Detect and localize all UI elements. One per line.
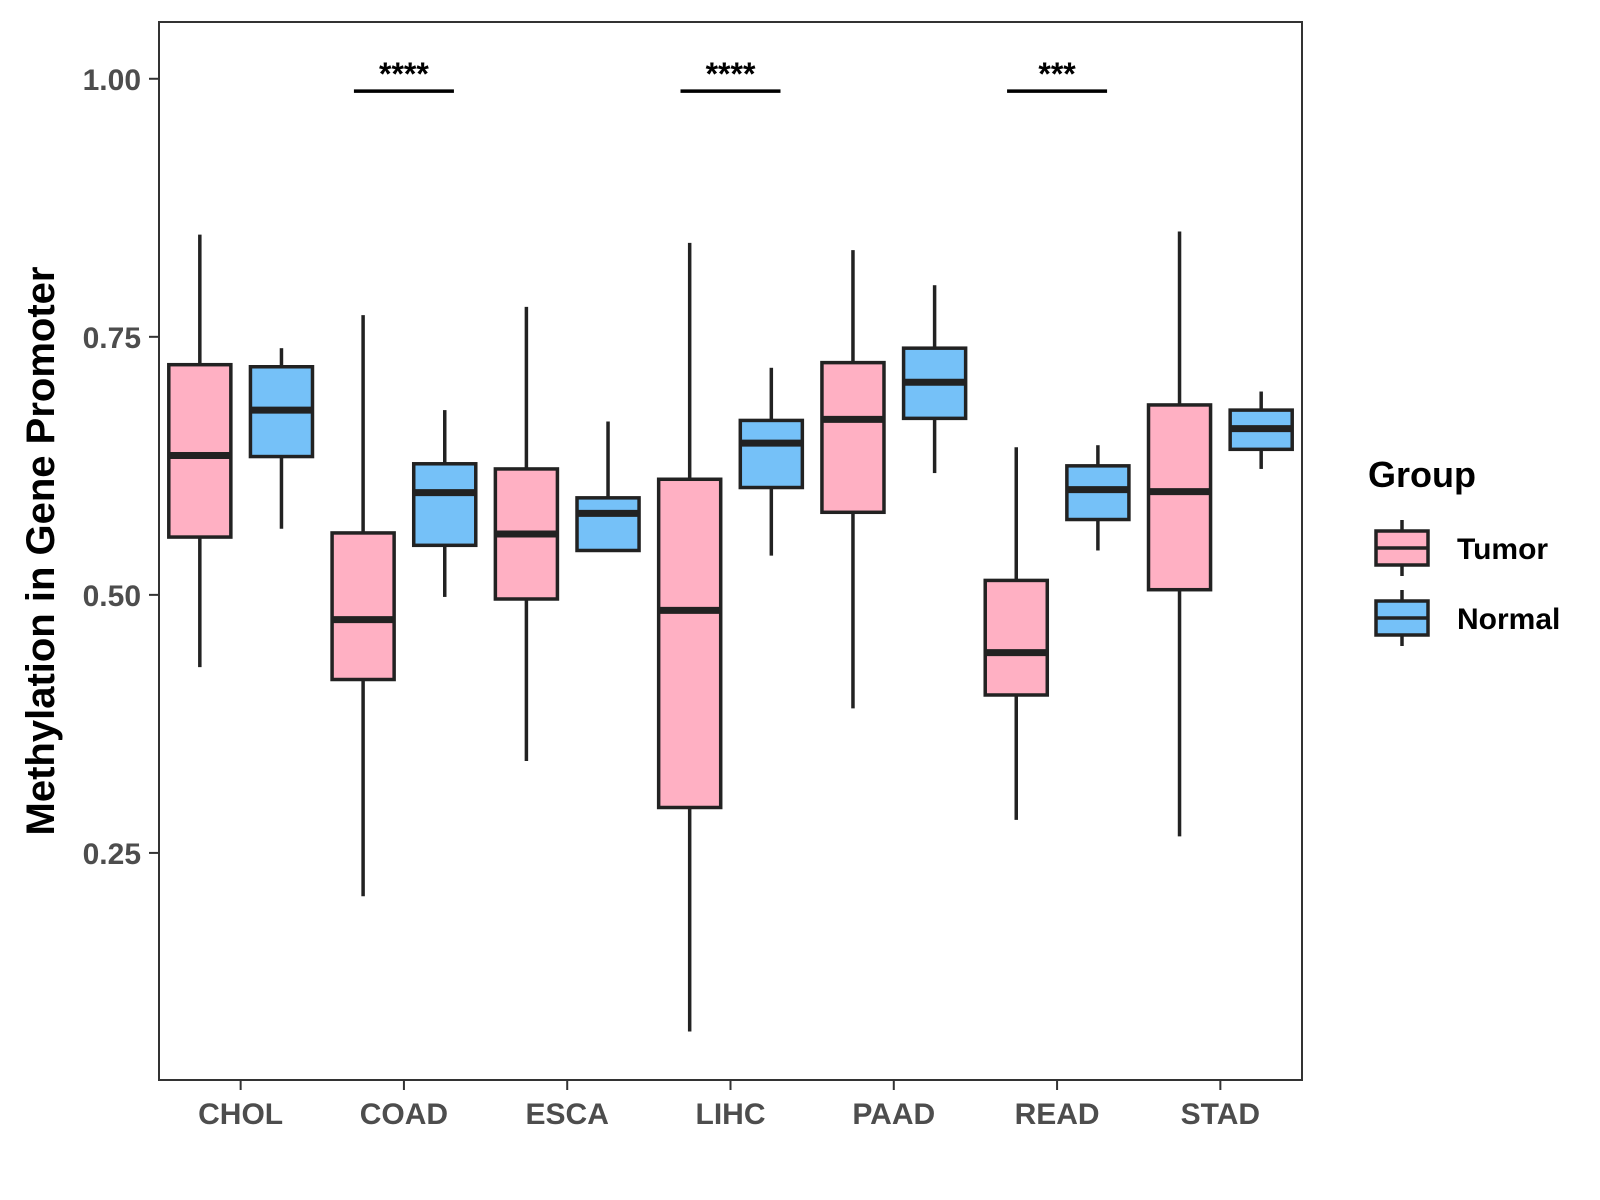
legend-label-tumor: Tumor: [1457, 533, 1548, 566]
box-tumor-chol: [167, 234, 233, 668]
box-normal-stad: [1228, 391, 1294, 469]
x-tick-label: READ: [1015, 1098, 1100, 1131]
box-tumor-esca: [493, 306, 560, 762]
box-tumor-coad: [330, 315, 396, 897]
box-iqr: [820, 360, 886, 515]
y-tick-label: 0.25: [83, 838, 141, 871]
box-normal-coad: [411, 410, 478, 597]
significance-label: ****: [706, 56, 756, 92]
significance-layer: **** **** ***: [353, 56, 1108, 93]
box-iqr: [167, 362, 233, 539]
legend-key-tumor: [1374, 520, 1430, 576]
box-normal-paad: [901, 285, 968, 474]
significance-label: ***: [1038, 56, 1076, 92]
legend-title: Group: [1368, 454, 1476, 495]
legend-label-normal: Normal: [1457, 603, 1560, 636]
significance-label: ****: [379, 56, 429, 92]
box-normal-lihc: [738, 367, 805, 556]
x-axis: CHOL COAD ESCA LIHC PAAD READ STAD: [198, 1080, 1260, 1131]
x-tick-label: COAD: [360, 1098, 448, 1131]
y-tick-label: 1.00: [83, 64, 141, 97]
box-tumor-read: [983, 447, 1050, 820]
y-axis-title: Methylation in Gene Promoter: [19, 267, 63, 836]
box-normal-esca: [575, 421, 641, 553]
box-iqr: [330, 531, 396, 682]
box-normal-chol: [248, 348, 315, 529]
box-iqr: [1146, 403, 1213, 592]
y-tick-label: 0.50: [83, 580, 141, 613]
box-layer: [167, 231, 1294, 1032]
box-iqr: [738, 418, 805, 490]
y-axis: 0.25 0.50 0.75 1.00: [83, 64, 159, 871]
box-iqr: [656, 477, 723, 810]
legend: Group Tumor Normal: [1368, 454, 1560, 646]
box-iqr: [983, 578, 1050, 697]
legend-key-normal: [1374, 590, 1430, 646]
x-tick-label: ESCA: [526, 1098, 609, 1131]
box-iqr: [575, 496, 641, 553]
box-iqr: [411, 462, 478, 548]
x-tick-label: STAD: [1181, 1098, 1260, 1131]
y-tick-label: 0.75: [83, 322, 141, 355]
box-tumor-stad: [1146, 231, 1213, 837]
box-tumor-paad: [820, 250, 886, 709]
box-normal-read: [1065, 445, 1131, 551]
box-tumor-lihc: [656, 242, 723, 1032]
x-tick-label: LIHC: [696, 1098, 766, 1131]
x-tick-label: CHOL: [198, 1098, 283, 1131]
x-tick-label: PAAD: [852, 1098, 935, 1131]
